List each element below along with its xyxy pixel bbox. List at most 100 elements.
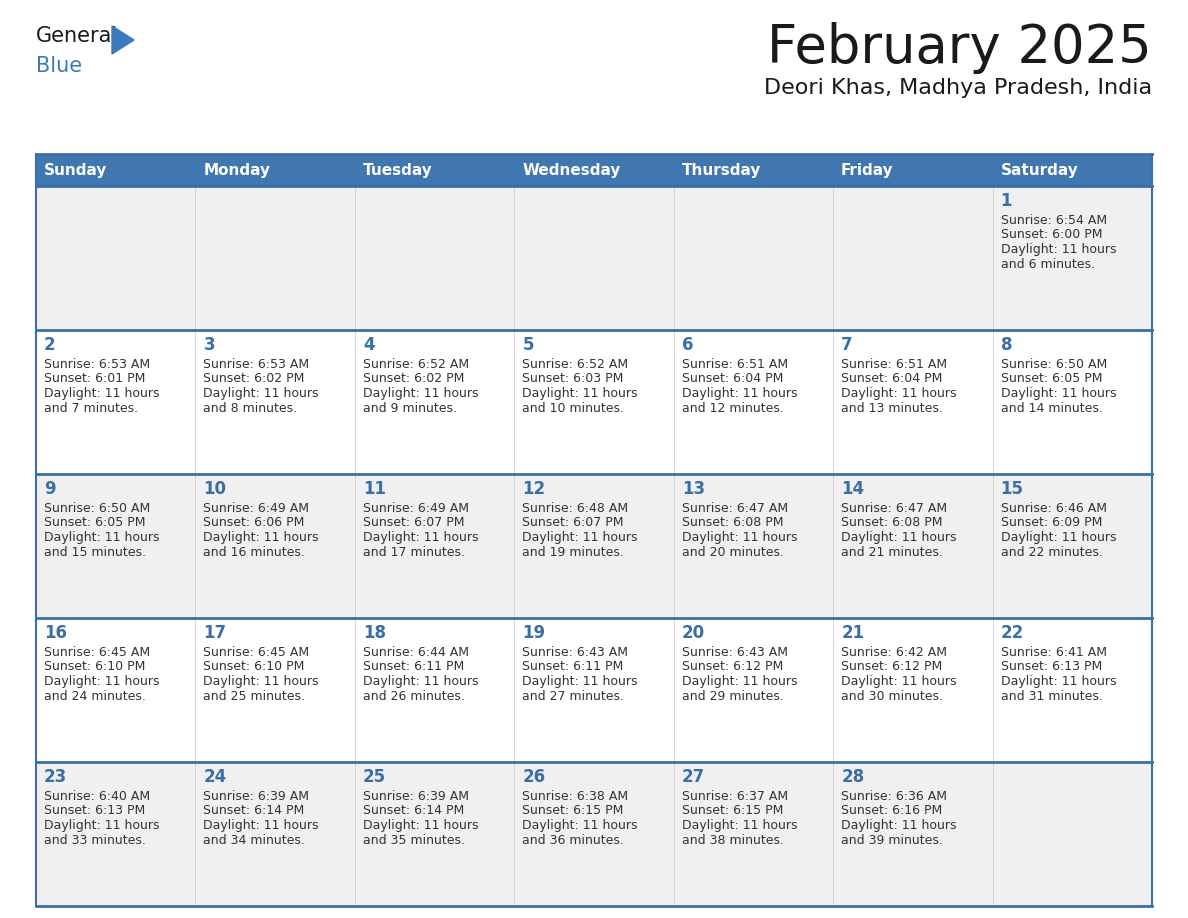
Text: Sunset: 6:12 PM: Sunset: 6:12 PM [682,660,783,674]
Text: Sunrise: 6:53 AM: Sunrise: 6:53 AM [203,358,310,371]
Bar [514,154,674,186]
Text: Thursday: Thursday [682,162,762,177]
Bar [355,154,514,186]
Bar [355,762,514,906]
Text: Daylight: 11 hours: Daylight: 11 hours [203,819,318,832]
Text: Sunset: 6:01 PM: Sunset: 6:01 PM [44,373,145,386]
Text: and 39 minutes.: and 39 minutes. [841,834,943,846]
Text: Sunrise: 6:38 AM: Sunrise: 6:38 AM [523,790,628,803]
Text: Sunset: 6:11 PM: Sunset: 6:11 PM [523,660,624,674]
Text: 12: 12 [523,480,545,498]
Text: 10: 10 [203,480,227,498]
Text: Sunset: 6:02 PM: Sunset: 6:02 PM [203,373,305,386]
Bar [674,762,833,906]
Text: Daylight: 11 hours: Daylight: 11 hours [523,675,638,688]
Text: Sunrise: 6:53 AM: Sunrise: 6:53 AM [44,358,150,371]
Text: Friday: Friday [841,162,893,177]
Text: Wednesday: Wednesday [523,162,620,177]
Text: General: General [36,26,119,46]
Bar [833,330,992,474]
Text: and 8 minutes.: and 8 minutes. [203,401,297,415]
Text: and 14 minutes.: and 14 minutes. [1000,401,1102,415]
Text: Daylight: 11 hours: Daylight: 11 hours [1000,387,1116,400]
Text: 2: 2 [44,336,56,354]
Text: Saturday: Saturday [1000,162,1079,177]
Text: 5: 5 [523,336,533,354]
Text: and 6 minutes.: and 6 minutes. [1000,258,1094,271]
Text: and 7 minutes.: and 7 minutes. [44,401,138,415]
Text: Sunrise: 6:39 AM: Sunrise: 6:39 AM [203,790,309,803]
Text: Sunset: 6:16 PM: Sunset: 6:16 PM [841,804,942,818]
Text: 22: 22 [1000,624,1024,642]
Text: 11: 11 [362,480,386,498]
Text: Sunrise: 6:48 AM: Sunrise: 6:48 AM [523,502,628,515]
Text: and 36 minutes.: and 36 minutes. [523,834,624,846]
Text: Sunset: 6:02 PM: Sunset: 6:02 PM [362,373,465,386]
Bar [992,474,1152,618]
Text: Sunset: 6:12 PM: Sunset: 6:12 PM [841,660,942,674]
Text: 21: 21 [841,624,864,642]
Text: Sunrise: 6:49 AM: Sunrise: 6:49 AM [203,502,309,515]
Text: Daylight: 11 hours: Daylight: 11 hours [523,531,638,544]
Text: Daylight: 11 hours: Daylight: 11 hours [203,675,318,688]
Text: 18: 18 [362,624,386,642]
Bar [674,618,833,762]
Text: Sunset: 6:15 PM: Sunset: 6:15 PM [682,804,783,818]
Text: Sunrise: 6:41 AM: Sunrise: 6:41 AM [1000,646,1106,659]
Text: 14: 14 [841,480,864,498]
Bar [674,154,833,186]
Bar [196,762,355,906]
Text: and 38 minutes.: and 38 minutes. [682,834,784,846]
Bar [196,154,355,186]
Text: Sunrise: 6:45 AM: Sunrise: 6:45 AM [44,646,150,659]
Text: Sunset: 6:09 PM: Sunset: 6:09 PM [1000,517,1102,530]
Text: Sunset: 6:11 PM: Sunset: 6:11 PM [362,660,465,674]
Text: and 34 minutes.: and 34 minutes. [203,834,305,846]
Text: Sunset: 6:08 PM: Sunset: 6:08 PM [682,517,783,530]
Text: Daylight: 11 hours: Daylight: 11 hours [523,819,638,832]
Text: and 19 minutes.: and 19 minutes. [523,545,624,558]
Text: Sunset: 6:10 PM: Sunset: 6:10 PM [44,660,145,674]
Bar [992,762,1152,906]
Text: 3: 3 [203,336,215,354]
Bar [674,474,833,618]
Text: 15: 15 [1000,480,1024,498]
Text: Sunrise: 6:47 AM: Sunrise: 6:47 AM [682,502,788,515]
Text: Sunrise: 6:46 AM: Sunrise: 6:46 AM [1000,502,1106,515]
Text: Sunrise: 6:52 AM: Sunrise: 6:52 AM [362,358,469,371]
Text: Daylight: 11 hours: Daylight: 11 hours [682,819,797,832]
Bar [833,474,992,618]
Text: February 2025: February 2025 [767,22,1152,74]
Bar [833,762,992,906]
Text: Daylight: 11 hours: Daylight: 11 hours [1000,675,1116,688]
Text: 28: 28 [841,768,864,786]
Bar [196,474,355,618]
Text: Sunrise: 6:49 AM: Sunrise: 6:49 AM [362,502,469,515]
Text: and 35 minutes.: and 35 minutes. [362,834,465,846]
Bar [355,474,514,618]
Text: and 12 minutes.: and 12 minutes. [682,401,784,415]
Text: Sunset: 6:00 PM: Sunset: 6:00 PM [1000,229,1102,241]
Text: 17: 17 [203,624,227,642]
Text: 7: 7 [841,336,853,354]
Text: Daylight: 11 hours: Daylight: 11 hours [682,675,797,688]
Text: Sunset: 6:07 PM: Sunset: 6:07 PM [523,517,624,530]
Text: Daylight: 11 hours: Daylight: 11 hours [1000,531,1116,544]
Text: Daylight: 11 hours: Daylight: 11 hours [44,387,159,400]
Text: Sunset: 6:07 PM: Sunset: 6:07 PM [362,517,465,530]
Text: Sunset: 6:03 PM: Sunset: 6:03 PM [523,373,624,386]
Text: Sunrise: 6:50 AM: Sunrise: 6:50 AM [1000,358,1107,371]
Text: Sunset: 6:08 PM: Sunset: 6:08 PM [841,517,942,530]
Text: Daylight: 11 hours: Daylight: 11 hours [44,819,159,832]
Text: Monday: Monday [203,162,271,177]
Bar [514,330,674,474]
Text: 26: 26 [523,768,545,786]
Text: and 30 minutes.: and 30 minutes. [841,689,943,702]
Text: Sunrise: 6:50 AM: Sunrise: 6:50 AM [44,502,150,515]
Text: Daylight: 11 hours: Daylight: 11 hours [44,675,159,688]
Bar [674,186,833,330]
Text: and 26 minutes.: and 26 minutes. [362,689,465,702]
Text: and 24 minutes.: and 24 minutes. [44,689,146,702]
Text: Sunrise: 6:51 AM: Sunrise: 6:51 AM [682,358,788,371]
Text: Daylight: 11 hours: Daylight: 11 hours [362,819,479,832]
